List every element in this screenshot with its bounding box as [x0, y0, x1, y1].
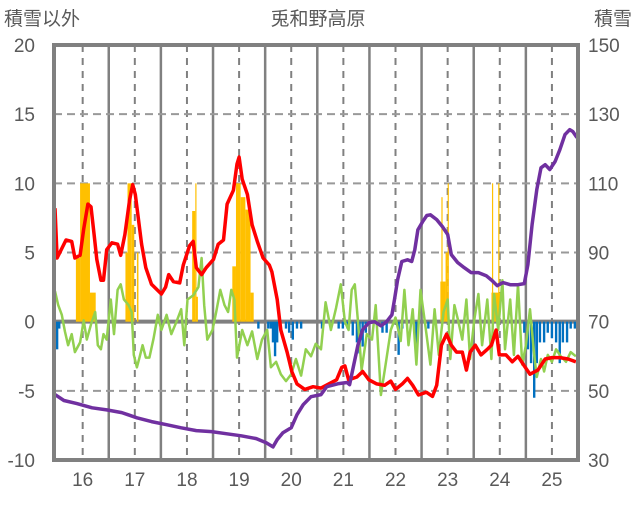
bar-blue [269, 321, 273, 329]
bar-yellow [136, 252, 139, 322]
bar-blue [287, 321, 291, 333]
bar-blue [55, 321, 59, 350]
bar-blue [529, 321, 533, 364]
y-right-tick-label: 30 [588, 451, 609, 472]
line-green [53, 256, 577, 397]
y-left-tick-label: -10 [8, 451, 35, 472]
y-left-tick-label: 10 [14, 174, 35, 195]
y-right-tick-label: 150 [588, 36, 620, 57]
y-right-tick-label: 110 [588, 174, 618, 195]
bar-blue [381, 321, 384, 333]
line-series [53, 127, 579, 449]
bar-yellow [80, 183, 90, 322]
y-left-tick-label: 20 [14, 36, 35, 57]
line-purple [54, 127, 579, 449]
x-tick-label: 23 [437, 470, 458, 491]
bar-blue [351, 321, 354, 336]
x-tick-label: 21 [333, 470, 354, 491]
bar-blue [558, 321, 561, 364]
bar-yellow [127, 183, 132, 322]
bar-blue [273, 321, 277, 357]
x-tick-label: 17 [124, 470, 145, 491]
bar-blue [320, 321, 324, 329]
y-left-tick-label: 0 [24, 313, 35, 334]
chart-title: 兎和野高原 [270, 8, 365, 30]
bar-blue [385, 321, 388, 333]
bar-yellow [235, 183, 241, 322]
bar-blue [561, 321, 565, 343]
y-left-tick-label: 5 [24, 244, 35, 265]
y-right-tick-label: 50 [588, 382, 609, 403]
bar-blue [355, 321, 359, 343]
bar-yellow [245, 209, 251, 322]
bar-blue [550, 321, 554, 339]
bar-yellow [75, 258, 81, 322]
plot-frame [52, 43, 580, 462]
x-tick-label: 25 [541, 470, 562, 491]
bar-blue [284, 321, 288, 329]
bar-blue [337, 321, 340, 329]
bar-yellow [441, 197, 443, 322]
line-red [53, 155, 577, 399]
bar-yellow [240, 197, 246, 322]
bar-blue [267, 321, 270, 329]
bar-yellow [89, 292, 96, 322]
bar-blue [569, 321, 572, 329]
bar-blue [415, 321, 418, 355]
bar-blue [538, 321, 542, 343]
x-tick-label: 24 [489, 470, 511, 491]
y-right-tick-label: 130 [588, 105, 620, 126]
x-tick-label: 18 [176, 470, 197, 491]
bar-blue [271, 321, 275, 343]
bar-blue [291, 321, 294, 340]
tick-labels: 16 17 18 19 20 21 22 23 24 2520151050-5-101501301… [8, 36, 620, 491]
bar-series [53, 183, 577, 398]
x-tick-label: 22 [385, 470, 406, 491]
bar-blue [546, 321, 549, 333]
bar-blue [257, 321, 260, 329]
bar-blue [573, 321, 577, 329]
y-left-tick-label: -5 [18, 382, 35, 403]
left-axis-title: 積雪以外 [4, 8, 80, 30]
bar-yellow [125, 252, 128, 322]
y-right-tick-label: 70 [588, 313, 609, 334]
bar-yellow [250, 292, 254, 322]
bar-blue [397, 321, 400, 355]
x-tick-label: 20 [281, 470, 302, 491]
gridlines [54, 45, 578, 460]
bar-yellow [447, 183, 449, 322]
bar-yellow [232, 266, 236, 322]
bar-yellow [498, 183, 500, 322]
bar-blue [535, 321, 539, 364]
y-right-tick-label: 90 [588, 244, 609, 265]
bar-blue [523, 321, 526, 333]
bar-yellow [491, 183, 494, 322]
bar-blue [275, 321, 279, 343]
x-tick-label: 19 [229, 470, 250, 491]
bar-blue [58, 321, 61, 329]
bar-yellow [445, 252, 448, 322]
bar-blue [341, 321, 345, 329]
bar-yellow [440, 281, 446, 322]
right-axis-title: 積雪 [594, 8, 632, 30]
x-tick-label: 16 [72, 470, 93, 491]
bar-yellow [192, 211, 196, 322]
bar-yellow [131, 224, 135, 322]
bar-yellow [196, 296, 198, 322]
bar-blue [565, 321, 569, 343]
bar-blue [299, 321, 303, 329]
bar-blue [427, 321, 430, 329]
bar-blue [295, 321, 299, 329]
bar-blue [542, 321, 546, 343]
y-left-tick-label: 15 [14, 105, 35, 126]
bar-blue [554, 321, 558, 343]
